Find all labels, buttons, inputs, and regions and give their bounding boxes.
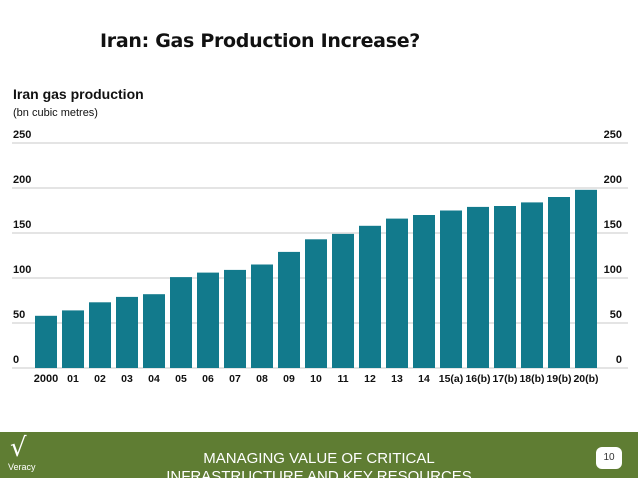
bar [440, 210, 462, 368]
y-tick-label-right: 50 [610, 309, 622, 321]
bars [35, 189, 597, 368]
bar [386, 218, 408, 368]
veracy-logo-icon: √ [10, 433, 27, 463]
x-tick-label: 04 [148, 373, 160, 385]
y-tick-label-left: 0 [13, 354, 19, 366]
footer-text: MANAGING VALUE OF CRITICAL INFRASTRUCTUR… [0, 450, 638, 478]
bar [278, 251, 300, 368]
bar [305, 239, 327, 368]
logo-text: Veracy [8, 462, 36, 472]
x-tick-label: 10 [310, 373, 322, 385]
bar [35, 315, 57, 368]
y-tick-label-right: 200 [604, 174, 622, 186]
bar [143, 294, 165, 368]
page-number-badge: 10 [596, 447, 622, 469]
x-axis: 2000 01 02 03 04 05 06 07 08 09 10 11 12 13 14 15(a) 16(… [34, 373, 599, 385]
y-tick-label-left: 200 [13, 174, 31, 186]
bar [575, 189, 597, 368]
x-tick-label: 17(b) [492, 373, 517, 385]
x-tick-label: 12 [364, 373, 376, 385]
x-tick-label: 2000 [34, 373, 58, 385]
bar [89, 302, 111, 368]
y-tick-label-left: 250 [13, 129, 31, 141]
x-tick-label: 13 [391, 373, 403, 385]
bar [170, 277, 192, 368]
chart-subtitle: (bn cubic metres) [13, 107, 98, 119]
x-tick-label: 14 [418, 373, 430, 385]
slide-title: Iran: Gas Production Increase? [100, 30, 421, 52]
bar [548, 197, 570, 368]
y-tick-label-right: 250 [604, 129, 622, 141]
x-tick-label: 07 [229, 373, 241, 385]
footer-line-1: MANAGING VALUE OF CRITICAL [203, 450, 435, 467]
bar [359, 225, 381, 368]
x-tick-label: 09 [283, 373, 295, 385]
footer-bar: √ Veracy MANAGING VALUE OF CRITICAL INFR… [0, 432, 638, 478]
y-tick-label-right: 150 [604, 219, 622, 231]
y-axis-left: 0 50 100 150 200 250 [13, 129, 31, 366]
bar [332, 233, 354, 368]
bar [467, 206, 489, 368]
x-tick-label: 08 [256, 373, 268, 385]
bar-chart: Iran gas production (bn cubic metres) 05… [12, 86, 628, 385]
y-tick-label-left: 50 [13, 309, 25, 321]
bar [413, 215, 435, 368]
bar [197, 272, 219, 368]
x-tick-label: 02 [94, 373, 106, 385]
x-tick-label: 19(b) [546, 373, 571, 385]
x-tick-label: 05 [175, 373, 187, 385]
bar [251, 264, 273, 368]
footer-line-2: INFRASTRUCTURE AND KEY RESOURCES [166, 468, 472, 478]
x-tick-label: 18(b) [519, 373, 544, 385]
bar [521, 202, 543, 368]
y-tick-label-right: 0 [616, 354, 622, 366]
chart-title: Iran gas production [13, 86, 144, 102]
y-axis-right: 0 50 100 150 200 250 [604, 129, 622, 366]
y-tick-label-right: 100 [604, 264, 622, 276]
x-tick-label: 11 [337, 373, 348, 385]
x-tick-label: 20(b) [573, 373, 598, 385]
bar [494, 206, 516, 368]
x-tick-label: 01 [67, 373, 79, 385]
y-tick-label-left: 100 [13, 264, 31, 276]
x-tick-label: 16(b) [465, 373, 490, 385]
bar [116, 296, 138, 368]
x-tick-label: 15(a) [439, 373, 464, 385]
bar [224, 269, 246, 368]
y-tick-label-left: 150 [13, 219, 31, 231]
x-tick-label: 06 [202, 373, 214, 385]
bar [62, 310, 84, 368]
x-tick-label: 03 [121, 373, 133, 385]
